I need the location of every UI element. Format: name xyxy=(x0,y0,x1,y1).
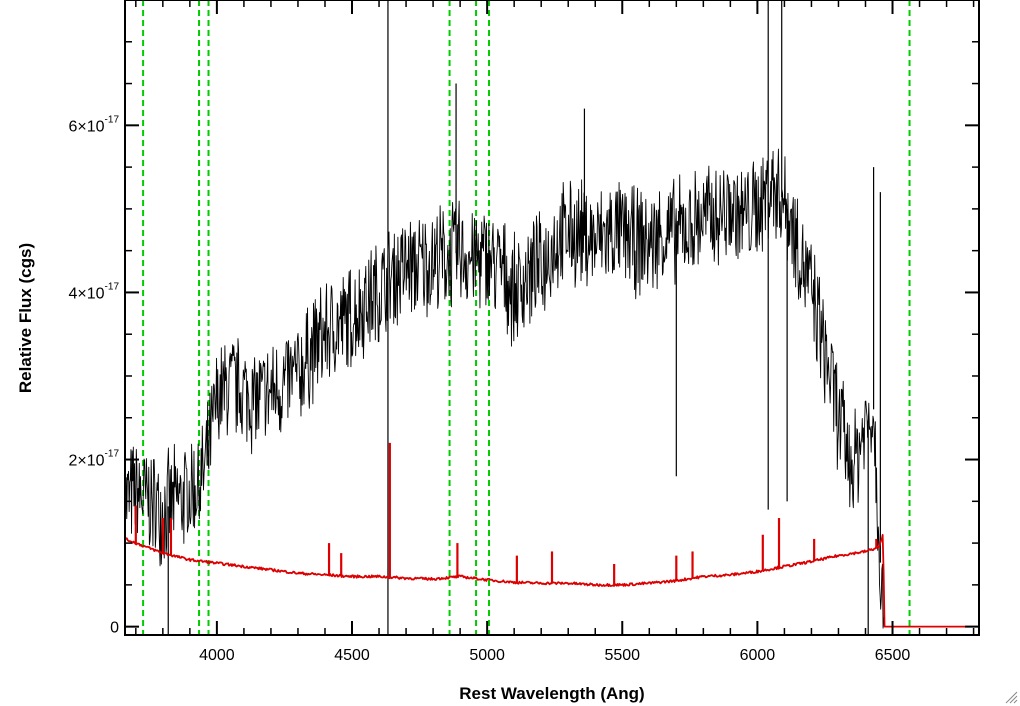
y-tick-label-2: 4×10-17 xyxy=(69,281,120,302)
x-tick-label-0: 4000 xyxy=(199,647,235,664)
y-tick-label-1: 2×10-17 xyxy=(69,449,120,470)
x-axis-ticks: 4000 4500 5000 5500 6000 6500 xyxy=(135,0,975,664)
plot-frame xyxy=(124,0,980,636)
x-tick-label-2: 5000 xyxy=(469,647,505,664)
x-tick-label-1: 4500 xyxy=(334,647,370,664)
x-tick-label-4: 6000 xyxy=(740,647,776,664)
x-tick-label-3: 5500 xyxy=(604,647,640,664)
reference-lines xyxy=(142,0,911,635)
series-line-1 xyxy=(125,534,979,628)
x-axis-title: Rest Wavelength (Ang) xyxy=(459,684,644,703)
y-tick-label-0: 0 xyxy=(110,620,119,637)
y-axis-title: Relative Flux (cgs) xyxy=(16,243,35,393)
y-axis-ticks: 0 2×10-17 4×10-17 6×10-17 xyxy=(69,0,979,637)
series-line-0 xyxy=(125,148,885,629)
series-layer xyxy=(125,0,979,635)
resize-grip-icon[interactable] xyxy=(1004,690,1018,704)
x-tick-label-5: 6500 xyxy=(875,647,911,664)
y-tick-label-3: 6×10-17 xyxy=(69,114,120,135)
